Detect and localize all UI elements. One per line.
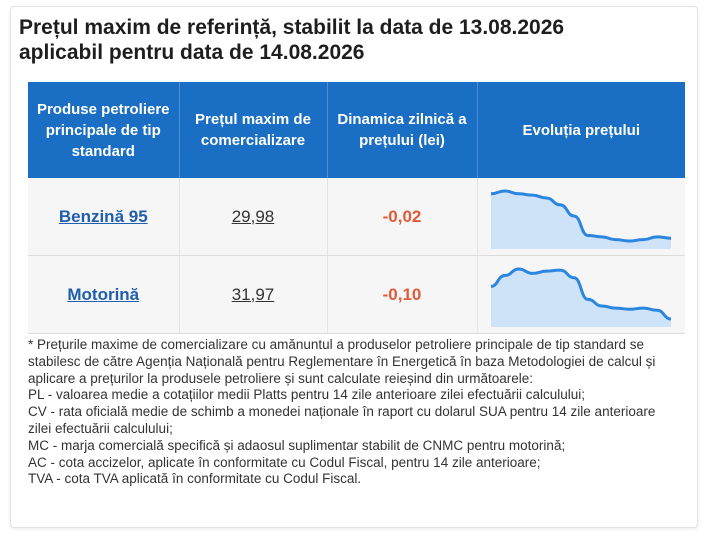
table-header-row: Produse petroliere principale de tip sta… (28, 82, 685, 178)
footnotes: * Prețurile maxime de comercializare cu … (28, 337, 678, 488)
footnote-intro: * Prețurile maxime de comercializare cu … (28, 337, 656, 386)
table-row: Motorină 31,97 -0,10 (28, 255, 685, 334)
column-header-price: Prețul maxim de comercializare (179, 82, 328, 178)
sparkline-line (491, 188, 672, 243)
title-line-1: Prețul maxim de referință, stabilit la d… (19, 16, 565, 39)
column-header-dynamic: Dinamica zilnică a prețului (lei) (327, 82, 478, 178)
dynamic-value: -0,10 (382, 284, 422, 304)
footnote-mc: MC - marja comercială specifică și adaos… (28, 437, 566, 453)
page-title: Prețul maxim de referință, stabilit la d… (19, 15, 679, 65)
product-cell: Benzină 95 (28, 178, 180, 256)
price-value: 31,97 (231, 284, 275, 304)
footnote-pl: PL - valoarea medie a cotațiilor medii P… (28, 387, 586, 403)
footnote-ac: AC - cota accizelor, aplicate în conform… (28, 454, 541, 470)
sparkline-area (491, 190, 672, 249)
dynamic-cell: -0,10 (327, 255, 478, 334)
title-line-2: aplicabil pentru data de 14.08.2026 (19, 41, 365, 64)
sparkline-area (491, 268, 672, 327)
column-header-product: Produse petroliere principale de tip sta… (28, 82, 180, 178)
product-link-motorina[interactable]: Motorină (67, 284, 140, 304)
footnote-cv: CV - rata oficială medie de schimb a mon… (28, 404, 656, 436)
evolution-cell (477, 178, 685, 256)
table-row: Benzină 95 29,98 -0,02 (28, 178, 685, 256)
price-trend-sparkline (491, 188, 672, 249)
price-cell: 29,98 (179, 178, 328, 256)
price-cell: 31,97 (179, 255, 328, 334)
product-cell: Motorină (28, 255, 180, 334)
dynamic-cell: -0,02 (327, 178, 478, 256)
price-table: Produse petroliere principale de tip sta… (28, 82, 685, 334)
product-link-benzina[interactable]: Benzină 95 (58, 206, 148, 226)
price-trend-sparkline (491, 266, 672, 327)
column-header-evolution: Evoluția prețului (477, 82, 685, 178)
dynamic-value: -0,02 (382, 206, 422, 226)
price-value: 29,98 (231, 206, 275, 226)
evolution-cell (477, 255, 685, 334)
sparkline-line (491, 266, 672, 320)
footnote-tva: TVA - cota TVA aplicată în conformitate … (28, 471, 362, 487)
